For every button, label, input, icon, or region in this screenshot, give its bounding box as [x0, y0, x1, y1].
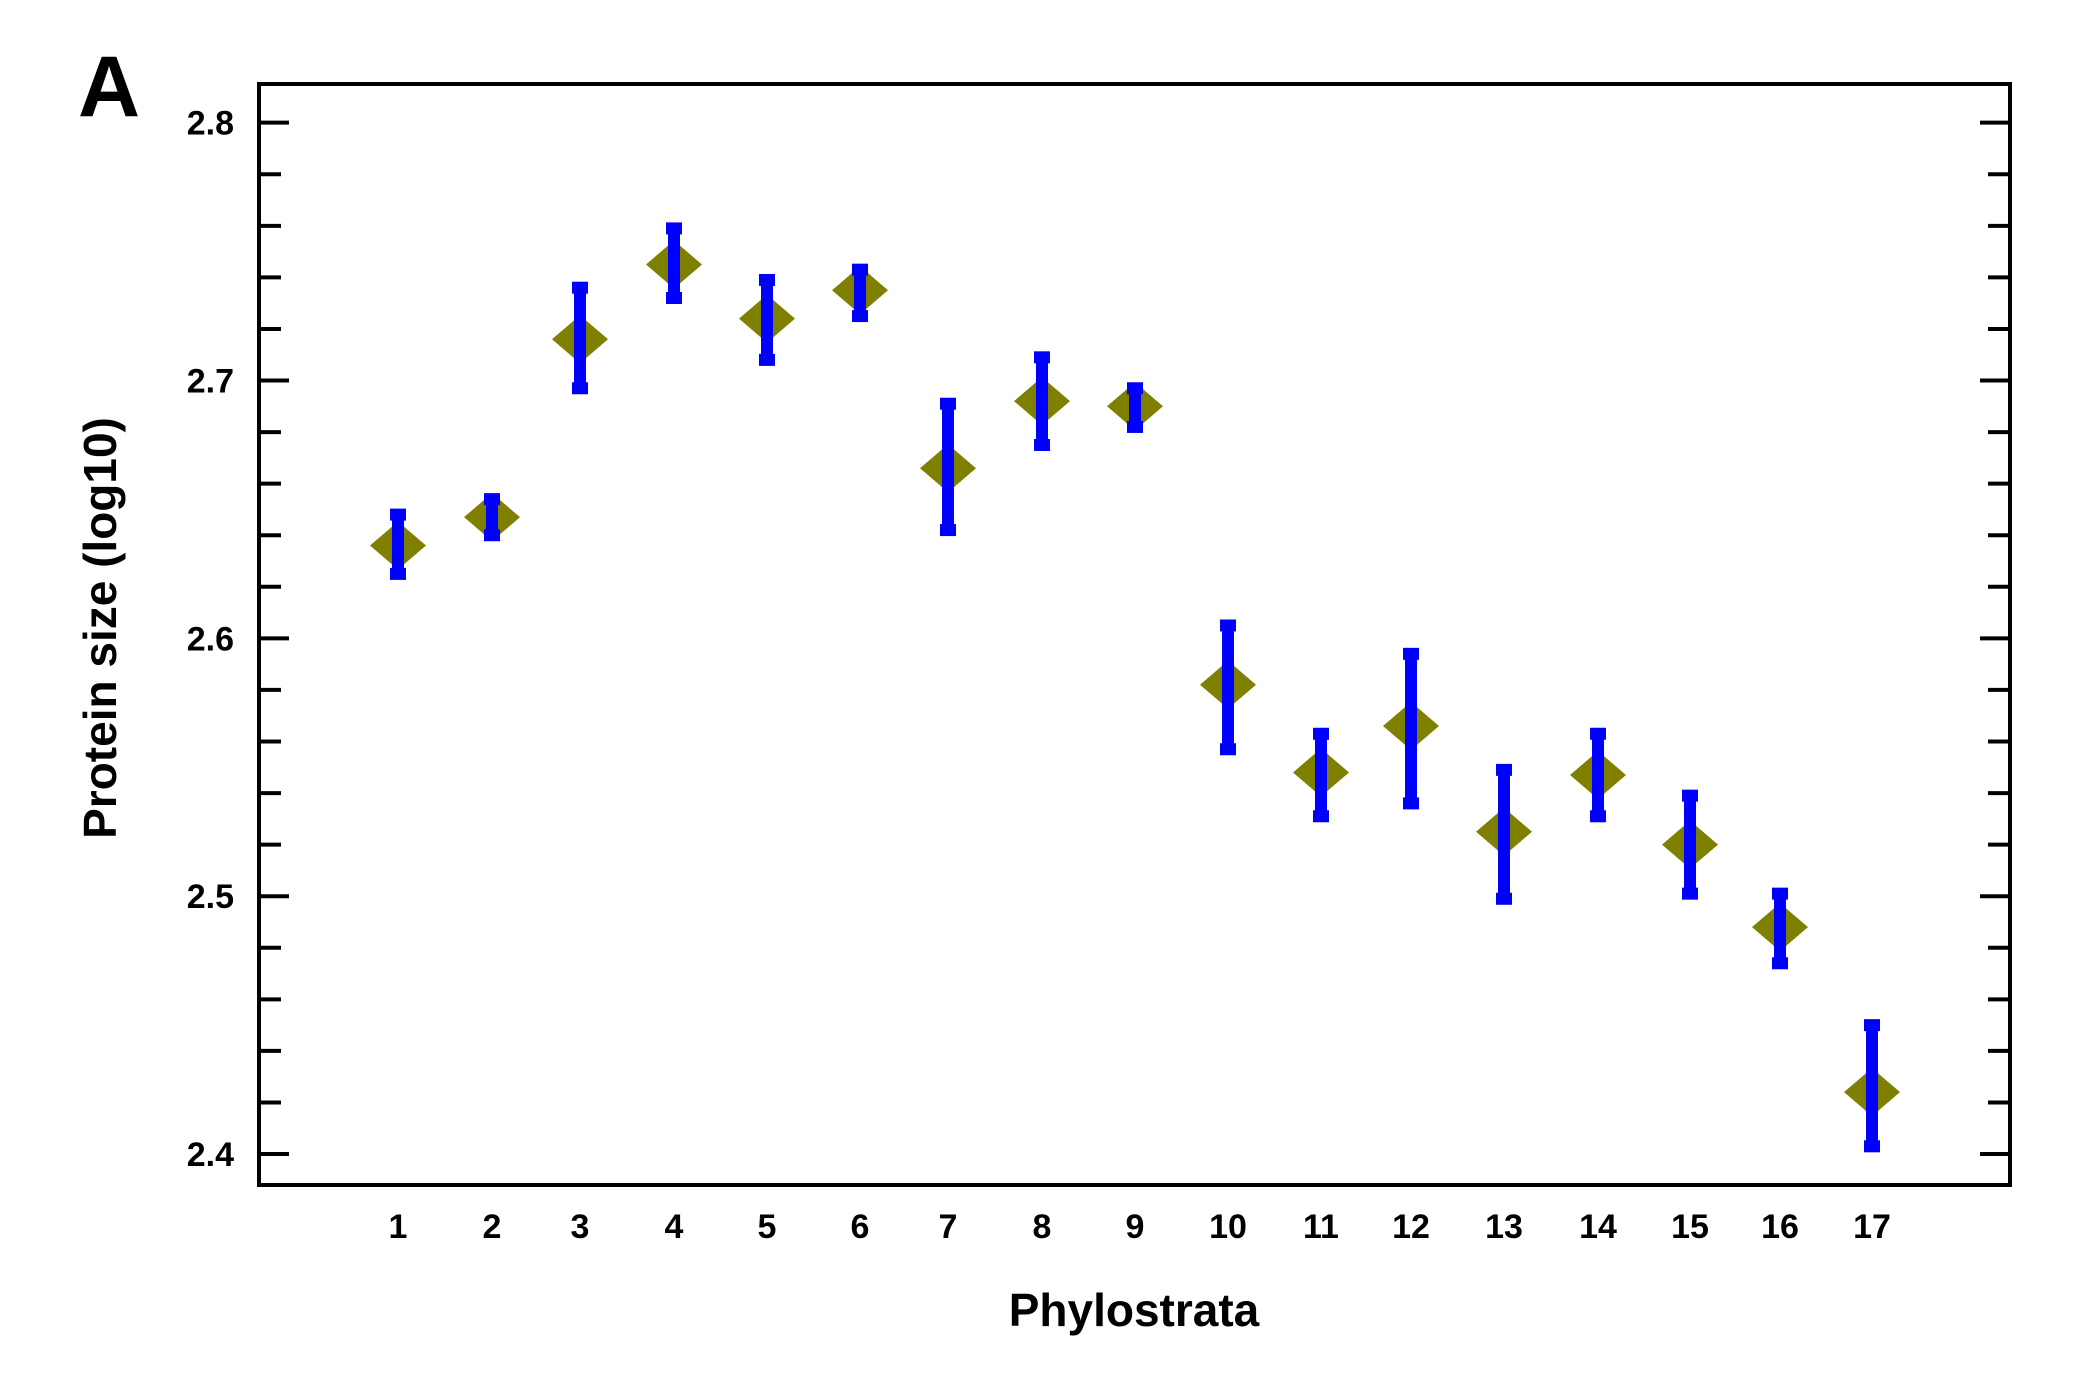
error-bar-cap-top	[1127, 382, 1143, 395]
error-bar-cap-top	[572, 281, 588, 294]
error-bar-cap-top	[1772, 887, 1788, 900]
x-tick-label: 11	[1303, 1208, 1339, 1246]
error-bar-cap-top	[390, 508, 406, 521]
error-bar-cap-bottom	[1313, 810, 1329, 823]
error-bar-cap-top	[1496, 763, 1512, 776]
y-axis-label: Protein size (log10)	[74, 417, 126, 839]
error-bar	[666, 222, 682, 305]
y-axis: 2.4 2.5 2.6 2.7 2.8	[187, 105, 2010, 1174]
y-tick-label: 2.4	[187, 1136, 234, 1174]
x-tick-label: 17	[1853, 1208, 1891, 1246]
plot-area-frame	[257, 82, 2012, 1187]
y-tick-label: 2.8	[187, 105, 234, 143]
error-bar-cap-bottom	[666, 292, 682, 305]
error-bar	[484, 493, 500, 542]
error-bar-cap-top	[852, 263, 868, 276]
error-bar	[1682, 789, 1698, 900]
panel-label: A	[78, 39, 140, 135]
x-tick-label: 2	[483, 1208, 502, 1246]
x-axis: 1 2 3 4 5 6 7 8 9 10 11 12 13 14 15 16 17	[389, 1208, 1891, 1246]
error-bar	[1403, 647, 1419, 810]
error-bar-cap-bottom	[1682, 887, 1698, 900]
error-bar	[1127, 382, 1143, 433]
error-bar-cap-bottom	[390, 567, 406, 580]
error-bar	[1034, 351, 1050, 451]
error-bar-cap-bottom	[852, 310, 868, 323]
error-bar-cap-bottom	[484, 529, 500, 542]
error-bar-cap-bottom	[1220, 743, 1236, 756]
x-tick-label: 15	[1671, 1208, 1709, 1246]
x-tick-label: 14	[1579, 1208, 1617, 1246]
error-bar-cap-top	[1590, 727, 1606, 740]
error-bar-cap-bottom	[1403, 797, 1419, 810]
x-tick-label: 16	[1761, 1208, 1799, 1246]
x-tick-label: 10	[1209, 1208, 1247, 1246]
y-tick-label: 2.7	[187, 363, 234, 401]
error-bar-cap-top	[1220, 619, 1236, 632]
error-bar	[1496, 763, 1512, 905]
x-tick-label: 3	[571, 1208, 590, 1246]
error-bar-cap-top	[1864, 1019, 1880, 1032]
x-tick-label: 8	[1033, 1208, 1052, 1246]
error-bar	[1864, 1019, 1880, 1153]
x-tick-label: 5	[758, 1208, 777, 1246]
y-tick-label: 2.5	[187, 878, 234, 916]
error-bar	[572, 281, 588, 395]
error-bar-cap-top	[1034, 351, 1050, 364]
data-series	[370, 222, 1900, 1153]
error-bar	[759, 273, 775, 366]
error-bar	[1772, 887, 1788, 970]
error-bar-cap-top	[666, 222, 682, 235]
error-bar-cap-bottom	[1127, 420, 1143, 433]
error-bar-cap-top	[484, 493, 500, 506]
error-bar-cap-bottom	[1034, 438, 1050, 451]
x-tick-label: 1	[389, 1208, 408, 1246]
error-bar-cap-bottom	[1772, 957, 1788, 970]
x-tick-label: 4	[665, 1208, 684, 1246]
error-bar-cap-bottom	[1864, 1140, 1880, 1153]
x-tick-label: 6	[851, 1208, 870, 1246]
error-bar-cap-top	[759, 273, 775, 286]
error-bar	[1590, 727, 1606, 823]
error-bar	[1313, 727, 1329, 823]
error-bar-cap-bottom	[572, 382, 588, 395]
x-tick-label: 13	[1485, 1208, 1523, 1246]
error-bar	[940, 397, 956, 537]
x-axis-label: Phylostrata	[1009, 1284, 1260, 1336]
error-bar-cap-top	[940, 397, 956, 410]
y-tick-label: 2.6	[187, 620, 234, 658]
error-bar	[1220, 619, 1236, 756]
error-bar-cap-bottom	[759, 353, 775, 366]
x-tick-label: 12	[1392, 1208, 1430, 1246]
error-bar	[852, 263, 868, 323]
error-bar-cap-bottom	[940, 524, 956, 537]
error-bar	[390, 508, 406, 580]
error-bar-cap-top	[1313, 727, 1329, 740]
error-bar-cap-bottom	[1590, 810, 1606, 823]
error-bar-cap-top	[1403, 647, 1419, 660]
x-tick-label: 9	[1126, 1208, 1145, 1246]
error-bar-cap-bottom	[1496, 892, 1512, 905]
x-tick-label: 7	[939, 1208, 958, 1246]
error-bar-cap-top	[1682, 789, 1698, 802]
